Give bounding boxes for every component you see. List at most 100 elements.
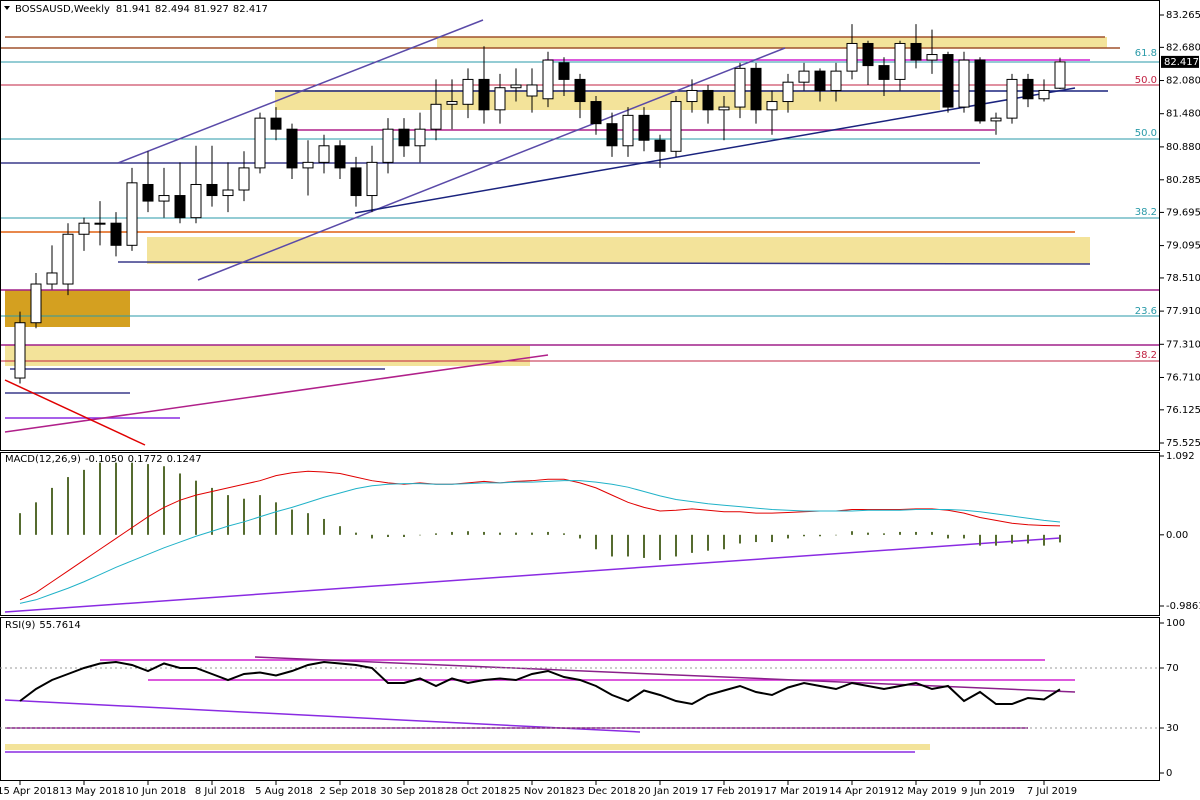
histogram-bar (1043, 534, 1045, 546)
candle-body (846, 42, 858, 72)
histogram-bar (979, 534, 981, 546)
histogram-bar (419, 534, 421, 536)
y-tick-label: 82.680 (1166, 42, 1200, 53)
candle-body (1054, 61, 1066, 89)
trend-line (4, 379, 146, 446)
x-tick-label: 15 Apr 2018 (0, 786, 59, 797)
candle-body (1038, 89, 1050, 100)
histogram-bar (83, 469, 85, 535)
macd-drawings (4, 537, 1061, 613)
macd-line (19, 480, 1061, 604)
zone (147, 237, 1090, 264)
histogram-bar (611, 534, 613, 557)
histogram-bar (355, 532, 357, 535)
fib-label: 23.6 (1135, 306, 1157, 317)
candle-body (958, 59, 970, 108)
y-tick-label: 82.080 (1166, 76, 1200, 87)
zone (5, 290, 130, 327)
histogram-bar (435, 533, 437, 535)
zone (5, 744, 930, 750)
candle-body (878, 65, 890, 80)
y-tick-label: 80.880 (1166, 142, 1200, 153)
readout: 55.7614 (39, 620, 80, 631)
candle-body (1022, 78, 1034, 100)
histogram-bar (899, 531, 901, 535)
fib-label: 38.2 (1135, 350, 1157, 361)
x-tick-label: 14 Apr 2019 (829, 786, 891, 797)
histogram-bar (771, 534, 773, 543)
y-tick-label: 1.092 (1166, 451, 1195, 462)
histogram-bar (547, 531, 549, 535)
histogram-bar (835, 534, 837, 536)
candle-body (830, 70, 842, 91)
candle-body (270, 117, 282, 130)
x-tick-label: 10 Jun 2018 (126, 786, 186, 797)
candle-body (558, 62, 570, 80)
histogram-bar (947, 534, 949, 539)
histogram-bar (915, 531, 917, 535)
open-readout: 81.941 (116, 4, 151, 15)
candle-body (1006, 78, 1018, 119)
candle-body (750, 67, 762, 111)
zone (437, 37, 1107, 48)
histogram-bar (595, 534, 597, 550)
x-tick-label: 30 Sep 2018 (380, 786, 443, 797)
candle-body (46, 272, 58, 285)
histogram-bar (851, 531, 853, 535)
candle-body (158, 195, 170, 202)
histogram-bar (243, 498, 245, 535)
x-tick-label: 8 Jul 2018 (195, 786, 245, 797)
y-tick-label: 0.00 (1166, 530, 1188, 541)
histogram-bar (35, 502, 37, 535)
candle-body (78, 222, 90, 235)
x-tick-label: 25 Nov 2018 (508, 786, 572, 797)
histogram-bar (803, 534, 805, 537)
candle-body (222, 189, 234, 197)
histogram-bar (739, 534, 741, 544)
trend-line (354, 87, 1076, 214)
y-tick-label: 75.525 (1166, 438, 1200, 449)
histogram-bar (819, 534, 821, 537)
price-marker (1161, 55, 1199, 68)
histogram-bar (531, 532, 533, 535)
candle-body (254, 117, 266, 169)
candle-body (398, 128, 410, 147)
menu-arrow[interactable] (4, 6, 10, 10)
candle-body (526, 84, 538, 97)
y-tick-label: 78.510 (1166, 273, 1200, 284)
y-tick-label: 80.285 (1166, 175, 1200, 186)
x-tick-label: 12 May 2019 (891, 786, 956, 797)
x-tick-label: 17 Mar 2019 (764, 786, 827, 797)
histogram-bar (291, 509, 293, 535)
histogram-bar (483, 531, 485, 535)
y-tick-label: 77.910 (1166, 306, 1200, 317)
candle-body (622, 114, 634, 147)
candle-body (286, 128, 298, 169)
candle-body (334, 145, 346, 169)
y-tick-label: 77.310 (1166, 339, 1200, 350)
candle-body (894, 42, 906, 80)
candle-body (702, 89, 714, 111)
candle-body (766, 101, 778, 111)
candle-body (942, 54, 954, 108)
histogram-bar (563, 533, 565, 535)
histogram-bar (579, 534, 581, 539)
readout: -0.1050 (85, 454, 124, 465)
histogram-bar (307, 513, 309, 535)
level-line (117, 261, 1091, 265)
candle-body (446, 101, 458, 105)
channel-line (117, 19, 484, 164)
histogram-bar (931, 531, 933, 535)
candle-body (142, 183, 154, 202)
candle-body (670, 101, 682, 152)
histogram-bar (883, 533, 885, 535)
candle-body (542, 59, 554, 100)
histogram-bar (707, 534, 709, 551)
candle-body (798, 70, 810, 83)
trend-line (254, 656, 1076, 693)
histogram-bar (115, 462, 117, 535)
histogram-bar (787, 534, 789, 539)
x-tick-label: 13 May 2018 (59, 786, 124, 797)
histogram-bar (19, 513, 21, 535)
